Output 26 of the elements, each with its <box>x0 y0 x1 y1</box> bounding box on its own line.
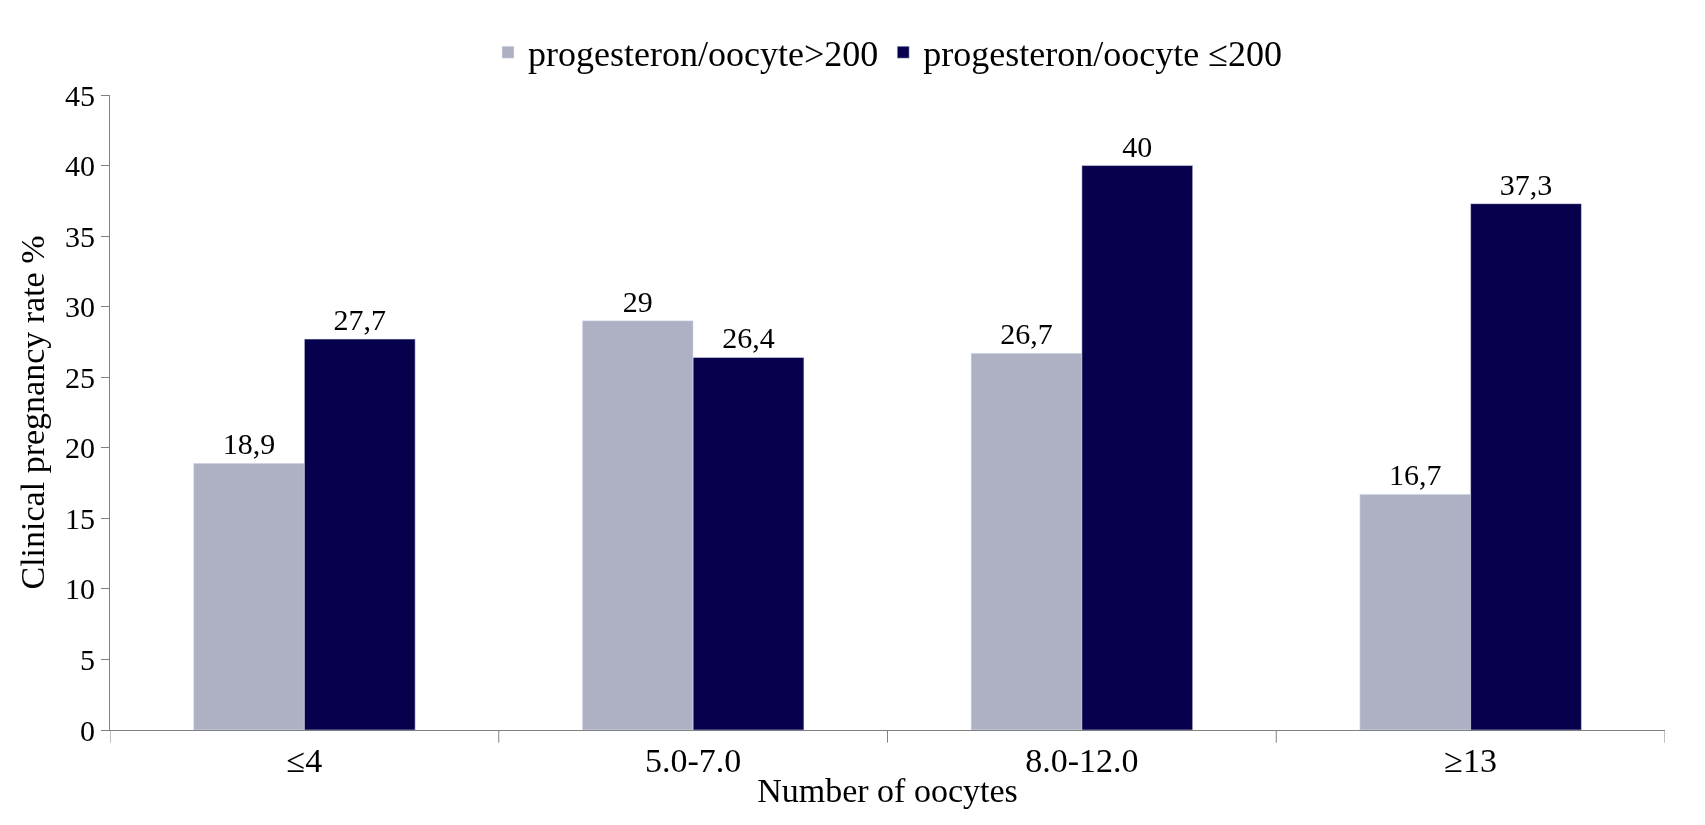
y-tick-label: 25 <box>65 360 95 394</box>
y-tick-label: 30 <box>65 290 95 324</box>
data-label: 26,7 <box>1000 317 1053 351</box>
legend-label: progesteron/oocyte>200 <box>528 34 879 75</box>
y-axis-title: Clinical pregnancy rate % <box>13 235 51 590</box>
y-tick-label: 15 <box>65 501 95 535</box>
y-tick-label: 10 <box>65 572 95 606</box>
y-tick-label: 20 <box>65 431 95 465</box>
x-tick-label: ≤4 <box>286 741 323 779</box>
data-label: 16,7 <box>1388 458 1442 492</box>
data-label: 40 <box>1122 129 1153 163</box>
x-tick-label: 5.0-7.0 <box>644 741 742 779</box>
data-label: 18,9 <box>222 427 276 461</box>
x-tick-label: ≥13 <box>1444 741 1497 779</box>
data-label: 29 <box>622 284 653 318</box>
x-axis-title: Number of oocytes <box>757 772 1018 810</box>
data-label: 37,3 <box>1499 167 1553 201</box>
x-tick-label: 8.0-12.0 <box>1025 741 1139 779</box>
y-tick-label: 5 <box>80 642 95 676</box>
y-tick-label: 45 <box>65 78 95 112</box>
y-tick-label: 40 <box>65 149 95 183</box>
y-tick-label: 0 <box>80 713 95 747</box>
data-label: 27,7 <box>333 303 387 337</box>
y-tick-label: 35 <box>65 219 95 253</box>
legend-label: progesteron/oocyte ≤200 <box>923 34 1282 75</box>
data-label: 26,4 <box>722 321 775 355</box>
